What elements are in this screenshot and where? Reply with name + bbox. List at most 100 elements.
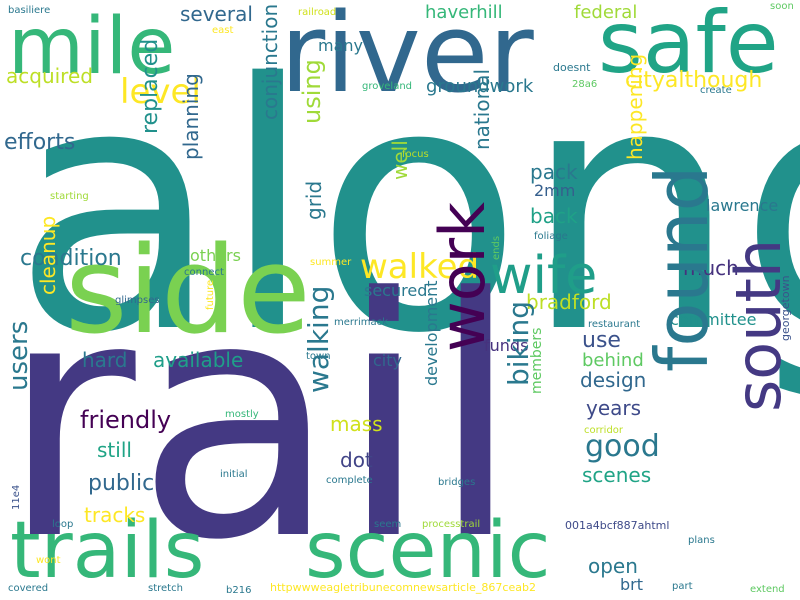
word-friendly: friendly	[80, 406, 172, 434]
word-georgetown: georgetown	[779, 275, 792, 341]
word-foliage: foliage	[534, 231, 568, 242]
word-railroad: railroad	[298, 7, 337, 18]
word-funds: funds	[484, 336, 529, 355]
word-years: years	[586, 396, 642, 420]
word-city: city	[373, 351, 402, 370]
word-well: well	[388, 140, 412, 180]
word-happening: happening	[623, 53, 647, 160]
word-scenes: scenes	[582, 463, 652, 487]
word-haverhill: haverhill	[425, 2, 503, 23]
word-walked: walked	[360, 247, 480, 287]
word-covered: covered	[8, 583, 49, 594]
word-along: along	[12, 12, 800, 408]
word-groveland: groveland	[362, 81, 413, 92]
word-bradford: bradford	[526, 290, 612, 314]
word-acquired: acquired	[6, 64, 93, 88]
word-town: town	[306, 351, 331, 362]
word-members: members	[529, 327, 545, 394]
word-processtrail: processtrail	[422, 519, 481, 530]
word-focus: focus	[402, 149, 429, 160]
word-committee: committee	[670, 310, 757, 329]
word-mile: mile	[8, 2, 176, 92]
word-wife: wife	[490, 246, 598, 306]
word-many: many	[318, 36, 363, 55]
word-b216: b216	[226, 585, 252, 596]
word-still: still	[97, 438, 132, 462]
word-cityalthough: cityalthough	[625, 68, 763, 93]
word-walking: walking	[302, 285, 335, 393]
word-grid: grid	[302, 180, 326, 220]
word-hard: hard	[82, 348, 128, 372]
word-eagletribune-url: httpwwweagletribunecomnewsarticle_867cea…	[270, 581, 536, 594]
word-much: much	[683, 256, 739, 280]
word-side: side	[65, 222, 311, 361]
word-rail: rail	[0, 228, 522, 600]
word-others: others	[190, 246, 241, 265]
word-cleanup: cleanup	[36, 215, 60, 295]
word-initial: initial	[220, 469, 248, 480]
word-restaurant: restaurant	[588, 319, 641, 330]
word-plans: plans	[688, 535, 715, 546]
word-extend: extend	[750, 584, 785, 595]
word-summer: summer	[310, 257, 352, 268]
word-create: create	[700, 85, 732, 96]
word-efforts: efforts	[4, 130, 76, 155]
word-planning: planning	[179, 73, 203, 160]
word-brt: brt	[620, 575, 644, 594]
word-tracks: tracks	[84, 503, 146, 527]
word-users: users	[4, 320, 34, 391]
word-soon: soon	[770, 1, 794, 12]
word-secured: secured	[364, 281, 428, 300]
word-condition: condition	[20, 246, 122, 271]
word-mostly: mostly	[225, 409, 259, 420]
word-design: design	[580, 368, 647, 392]
word-pack: pack	[530, 160, 578, 184]
word-safe: safe	[598, 0, 779, 93]
word-stretch: stretch	[148, 583, 183, 594]
word-loop: loop	[52, 519, 74, 530]
word-seem: seem	[374, 519, 402, 530]
word-starting: starting	[50, 191, 89, 202]
word-wont: wont	[36, 555, 61, 566]
word-lawrence: lawrence	[706, 196, 779, 215]
word-found: found	[640, 165, 724, 372]
word-glimpses: glimpses	[115, 295, 160, 306]
word-trails: trails	[10, 506, 205, 596]
word-corridor: corridor	[584, 425, 624, 436]
word-part: part	[672, 581, 693, 592]
word-ends: ends	[491, 235, 502, 260]
word-complete: complete	[326, 475, 373, 486]
word-behind: behind	[582, 350, 644, 371]
word-11e4: 11e4	[11, 484, 22, 510]
word-001a4bcf887ahtml: 001a4bcf887ahtml	[565, 519, 670, 532]
word-mass: mass	[330, 412, 383, 436]
word-connect: connect	[184, 267, 224, 278]
word-conjunction: conjunction	[258, 3, 282, 120]
word-work: work	[426, 201, 499, 352]
word-good: good	[585, 429, 660, 464]
word-public: public	[88, 471, 155, 496]
word-merrimack: merrimack	[334, 317, 388, 328]
word-using: using	[298, 59, 326, 124]
word-development: development	[422, 280, 441, 386]
word-28a6: 28a6	[572, 79, 598, 90]
word-basiliere: basiliere	[8, 5, 51, 16]
word-replaced: replaced	[138, 38, 163, 134]
word-doesnt: doesnt	[553, 61, 591, 74]
word-back: back	[530, 204, 578, 228]
word-groundwork: groundwork	[426, 76, 534, 97]
word-future: future	[205, 279, 216, 310]
word-open: open	[588, 554, 638, 578]
word-national: national	[470, 68, 494, 150]
word-river: river	[280, 0, 534, 117]
word-available: available	[153, 348, 244, 372]
word-federal: federal	[574, 2, 638, 23]
word-level: level	[120, 72, 201, 112]
word-2mm: 2mm	[534, 181, 576, 200]
word-east: east	[212, 25, 234, 36]
word-dot: dot	[340, 448, 373, 472]
word-several: several	[180, 2, 253, 26]
word-scenic: scenic	[305, 506, 551, 596]
word-use: use	[582, 328, 621, 353]
word-bridges: bridges	[438, 477, 476, 488]
